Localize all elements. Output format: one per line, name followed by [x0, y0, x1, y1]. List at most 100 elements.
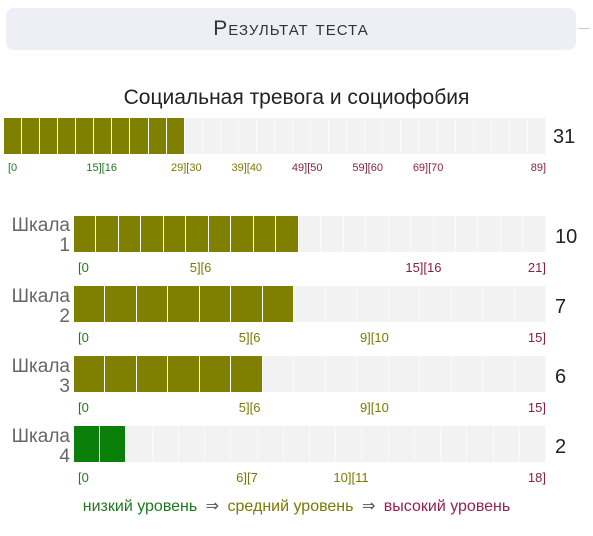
- scale-4-bar-cell-empty: [414, 426, 442, 462]
- scale-4-bar: [74, 426, 546, 462]
- scale-1-bar-cell-empty: [411, 216, 434, 252]
- scale-2-bar-cell-filled: [231, 286, 263, 322]
- main-bar-cell-empty: [473, 118, 492, 154]
- scale-4-bar-cell-empty: [388, 426, 415, 462]
- scale-2-bar-cell-empty: [451, 286, 484, 322]
- scale-2-bar-cell-empty: [325, 286, 358, 322]
- scale-3-label-number: 3: [59, 376, 70, 397]
- scale-1-bar-cell-filled: [163, 216, 187, 252]
- scale-1-bar-cell-empty: [433, 216, 456, 252]
- legend-high: высокий уровень: [383, 498, 511, 515]
- scale-3-bar-cell-filled: [231, 356, 263, 392]
- scale-1-bar-cell-empty: [500, 216, 524, 252]
- main-bar-cell-empty: [455, 118, 474, 154]
- scale-4-label: Шкала 4: [4, 427, 70, 467]
- main-bar-cell-filled: [166, 118, 185, 154]
- scale-2-bar-cell-empty: [514, 286, 546, 322]
- scale-4-bar-cell-empty: [336, 426, 363, 462]
- scale-1-tick-label: 21]: [527, 260, 546, 275]
- scale-4-label-number: 4: [59, 446, 70, 467]
- main-bar-cell-empty: [311, 118, 330, 154]
- scale-2-bar-cell-filled: [168, 286, 200, 322]
- scale-2-label-number: 2: [59, 306, 70, 327]
- main-bar-cell-filled: [112, 118, 131, 154]
- scale-1-bar-cell-filled: [231, 216, 254, 252]
- main-bar-cell-empty: [202, 118, 221, 154]
- scale-4-tick-label: [0: [78, 470, 89, 485]
- main-bar-cell-filled: [4, 118, 23, 154]
- scale-1-tick-label: 15][16: [405, 260, 442, 275]
- main-bar-cell-filled: [148, 118, 167, 154]
- scale-4-bar-cell-empty: [152, 426, 179, 462]
- scale-1-bar-cell-empty: [366, 216, 389, 252]
- main-score-ticks: [0 15][16 29][30 39][40 49][50 59][60 69][70 89…: [8, 162, 546, 178]
- main-bar-cell-empty: [220, 118, 239, 154]
- scale-1-tick-label: 5][6: [189, 260, 212, 275]
- scale-4-tick-label: 6][7: [236, 470, 258, 485]
- header-title: Результат теста: [213, 17, 369, 40]
- scale-1-bar-cell-filled: [118, 216, 142, 252]
- main-bar-cell-empty: [293, 118, 312, 154]
- scale-4-tick-label: 18]: [527, 470, 546, 485]
- main-tick-label: 59][60: [352, 162, 383, 174]
- scale-4-bar-cell-empty: [231, 426, 258, 462]
- scale-1-label: Шкала 1: [4, 216, 70, 256]
- main-bar-cell-empty: [401, 118, 420, 154]
- scale-1-ticks: [0 5][6 15][16 21]: [78, 260, 546, 276]
- scale-3-label: Шкала 3: [4, 357, 70, 397]
- scale-3-bar-cell-filled: [136, 356, 169, 392]
- scale-2-bar-cell-empty: [294, 286, 326, 322]
- main-bar-cell-empty: [437, 118, 456, 154]
- main-bar-cell-empty: [383, 118, 402, 154]
- scale-3-bar-cell-empty: [357, 356, 389, 392]
- scale-4-bar-cell-filled: [100, 426, 127, 462]
- scale-2-score: 7: [555, 296, 567, 318]
- scale-4-bar-cell-empty: [441, 426, 468, 462]
- scale-3-bar-cell-filled: [74, 356, 106, 392]
- scale-2-tick-label: 5][6: [238, 330, 261, 345]
- scale-4-bar-cell-empty: [283, 426, 310, 462]
- scale-3-bar-cell-filled: [105, 356, 137, 392]
- main-bar-cell-empty: [365, 118, 384, 154]
- main-scale-title: Социальная тревога и социофобия: [123, 86, 470, 109]
- scale-1-bar-cell-empty: [478, 216, 501, 252]
- scale-2-tick-label: 9][10: [359, 330, 389, 345]
- scale-4-bar-cell-empty: [519, 426, 546, 462]
- scale-2-bar-cell-empty: [483, 286, 515, 322]
- main-score-value: 31: [553, 126, 576, 148]
- scale-3-tick-label: 15]: [527, 400, 546, 415]
- scale-4-score: 2: [555, 436, 567, 458]
- legend-arrow-2: ⇒: [361, 498, 376, 515]
- scale-2-label: Шкала 2: [4, 287, 70, 327]
- main-bar-cell-empty: [274, 118, 293, 154]
- scale-3-bar-cell-empty: [262, 356, 295, 392]
- scale-2-tick-label: [0: [78, 330, 89, 345]
- main-bar-cell-filled: [130, 118, 149, 154]
- scale-2-bar-cell-empty: [420, 286, 452, 322]
- scale-3-label-text: Шкала: [11, 356, 70, 377]
- scale-1-bar-cell-empty: [388, 216, 412, 252]
- scale-2-bar-cell-filled: [105, 286, 137, 322]
- main-score-bar: [4, 118, 546, 154]
- main-bar-cell-empty: [509, 118, 528, 154]
- scale-1-tick-label: [0: [78, 260, 89, 275]
- scale-3-tick-label: [0: [78, 400, 89, 415]
- scale-1-bar-cell-filled: [74, 216, 97, 252]
- main-bar-cell-filled: [58, 118, 77, 154]
- level-legend: низкий уровень ⇒ средний уровень ⇒ высок…: [0, 496, 593, 516]
- main-bar-cell-empty: [491, 118, 510, 154]
- main-bar-cell-empty: [419, 118, 438, 154]
- scale-2-bar-cell-filled: [262, 286, 295, 322]
- scale-1-bar-cell-filled: [141, 216, 164, 252]
- header-divider: [578, 28, 590, 29]
- scale-1-bar-cell-empty: [523, 216, 546, 252]
- scale-1-bar-cell-empty: [298, 216, 322, 252]
- main-bar-cell-filled: [76, 118, 95, 154]
- main-bar-cell-filled: [22, 118, 41, 154]
- scale-2-bar-cell-empty: [357, 286, 389, 322]
- main-bar-cell-empty: [329, 118, 348, 154]
- scale-4-bar-cell-empty: [309, 426, 337, 462]
- scale-3-ticks: [0 5][6 9][10 15]: [78, 400, 546, 416]
- scale-2-tick-label: 15]: [527, 330, 546, 345]
- scale-1-bar-cell-empty: [343, 216, 367, 252]
